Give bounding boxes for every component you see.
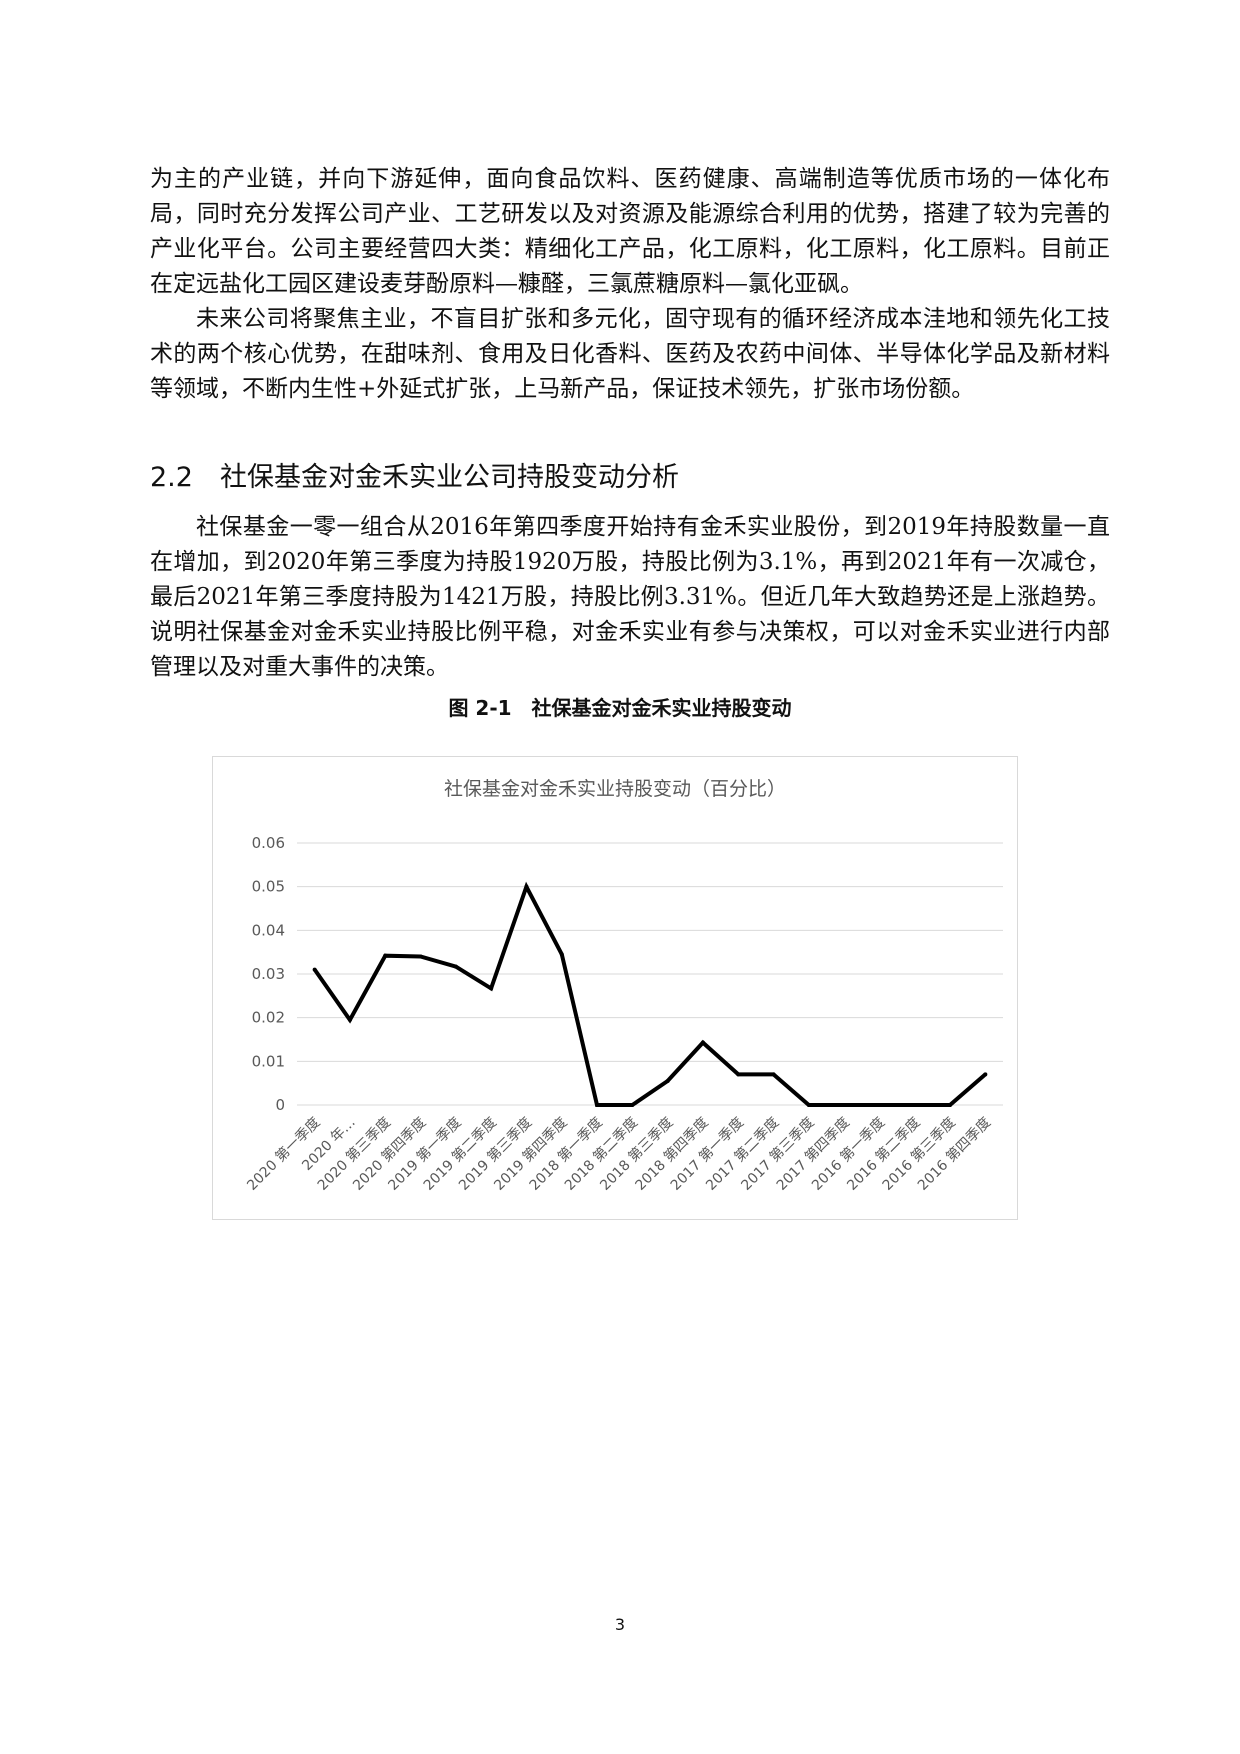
chart-title: 社保基金对金禾实业持股变动（百分比）: [444, 778, 786, 800]
data-point: [489, 986, 494, 991]
data-point: [806, 1103, 811, 1107]
paragraph-2-text: 未来公司将聚焦主业，不盲目扩张和多元化，固守现有的循环经济成本洼地和领先化工技术…: [150, 306, 1110, 402]
section-heading: 2.2 社保基金对金禾实业公司持股变动分析: [150, 455, 679, 494]
paragraph-1: 为主的产业链，并向下游延伸，面向食品饮料、医药健康、高端制造等优质市场的一体化布…: [150, 162, 1110, 302]
chart-frame: 社保基金对金禾实业持股变动（百分比） 0 0.01 0.02 0.03 0.04 0.05 0…: [212, 756, 1018, 1220]
data-point: [383, 953, 388, 958]
page-number: 3: [614, 1615, 626, 1634]
data-point: [453, 964, 458, 969]
data-point: [418, 954, 423, 959]
data-point: [842, 1103, 847, 1107]
data-point: [771, 1072, 776, 1077]
data-point: [630, 1103, 635, 1107]
series-line: [313, 881, 987, 1107]
data-point: [948, 1103, 953, 1107]
line-chart: 社保基金对金禾实业持股变动（百分比） 0 0.01 0.02 0.03 0.04 0.05 0…: [244, 778, 1003, 1194]
data-point: [912, 1103, 917, 1107]
section-title: 社保基金对金禾实业公司持股变动分析: [220, 462, 679, 493]
data-point: [524, 884, 529, 889]
figure-caption: 图 2-1 社保基金对金禾实业持股变动: [448, 696, 792, 720]
y-tick-label: 0.02: [252, 1009, 285, 1027]
y-tick-label: 0: [275, 1096, 285, 1114]
data-point: [595, 1103, 600, 1107]
data-point: [347, 1017, 352, 1022]
paragraph-3: 社保基金一零一组合从2016年第四季度开始持有金禾实业股份，到2019年持股数量…: [150, 510, 1110, 685]
y-tick-label: 0.01: [252, 1052, 285, 1070]
paragraph-1-text: 为主的产业链，并向下游延伸，面向食品饮料、医药健康、高端制造等优质市场的一体化布…: [150, 166, 1110, 297]
y-tick-label: 0.03: [252, 965, 285, 983]
y-tick-label: 0.06: [252, 834, 285, 852]
data-point: [559, 952, 564, 957]
data-point: [877, 1103, 882, 1107]
y-tick-label: 0.04: [252, 921, 285, 939]
paragraph-2: 未来公司将聚焦主业，不盲目扩张和多元化，固守现有的循环经济成本洼地和领先化工技术…: [150, 302, 1110, 407]
data-point: [983, 1072, 988, 1077]
data-point: [312, 967, 317, 972]
data-point: [665, 1078, 670, 1083]
paragraph-3-text: 社保基金一零一组合从2016年第四季度开始持有金禾实业股份，到2019年持股数量…: [150, 514, 1110, 680]
data-point: [736, 1072, 741, 1077]
y-tick-label: 0.05: [252, 878, 285, 896]
data-point: [700, 1040, 705, 1045]
section-number: 2.2: [150, 462, 193, 493]
